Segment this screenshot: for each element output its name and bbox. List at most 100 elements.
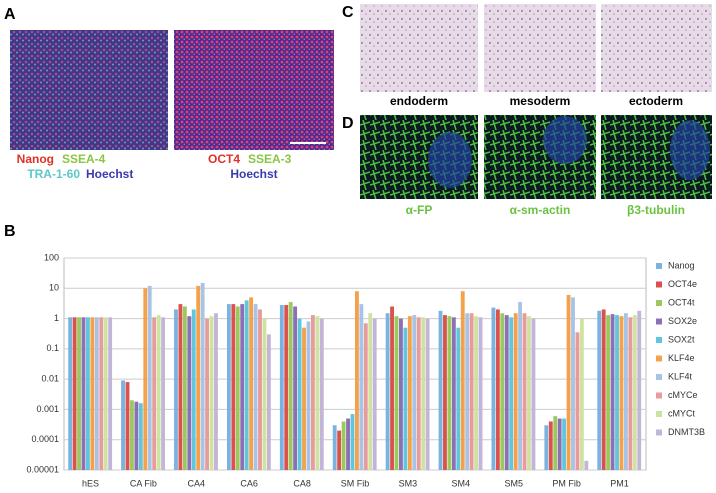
bar bbox=[77, 317, 81, 470]
bar bbox=[99, 317, 104, 470]
bar bbox=[623, 313, 628, 470]
caption: Hoechst bbox=[86, 167, 133, 181]
bar bbox=[575, 332, 580, 470]
bar bbox=[319, 318, 324, 470]
caption: endoderm bbox=[390, 94, 448, 108]
legend-label: SOX2e bbox=[668, 316, 697, 326]
caption: OCT4 bbox=[208, 152, 240, 166]
bar bbox=[372, 318, 377, 470]
legend-label: cMYCt bbox=[668, 408, 695, 418]
caption: SSEA-3 bbox=[248, 152, 292, 166]
legend-swatch bbox=[656, 355, 662, 362]
caption: Nanog bbox=[17, 152, 54, 166]
legend-swatch bbox=[656, 374, 662, 380]
bar bbox=[390, 306, 394, 470]
caption: Hoechst bbox=[230, 167, 277, 181]
bar bbox=[495, 309, 500, 470]
bar bbox=[637, 310, 642, 470]
bar bbox=[182, 306, 187, 470]
image bbox=[10, 30, 168, 150]
bar bbox=[456, 327, 461, 470]
bar bbox=[504, 315, 509, 470]
y-tick-label: 0.1 bbox=[46, 343, 59, 353]
bar bbox=[451, 317, 456, 470]
bar bbox=[297, 318, 302, 470]
x-tick-label: CA8 bbox=[293, 478, 311, 488]
bar bbox=[491, 307, 496, 470]
bar bbox=[355, 291, 359, 470]
image-detail bbox=[670, 120, 710, 180]
bar bbox=[288, 302, 293, 470]
y-tick-label: 0.0001 bbox=[31, 434, 59, 444]
bar bbox=[518, 302, 523, 470]
legend-label: SOX2t bbox=[668, 334, 695, 344]
bar bbox=[610, 314, 615, 470]
bar bbox=[187, 316, 192, 470]
y-tick-label: 0.01 bbox=[41, 374, 59, 384]
bar bbox=[332, 425, 337, 470]
caption: SSEA-4 bbox=[62, 152, 106, 166]
bar bbox=[615, 315, 619, 470]
panel-label: C bbox=[342, 4, 354, 21]
y-tick-label: 0.001 bbox=[36, 404, 59, 414]
bar bbox=[121, 380, 125, 470]
bar bbox=[350, 414, 355, 470]
legend-swatch bbox=[656, 429, 662, 436]
image-detail bbox=[428, 132, 472, 188]
bar bbox=[601, 309, 606, 470]
caption: mesoderm bbox=[510, 94, 571, 108]
legend-label: OCT4t bbox=[668, 297, 695, 307]
legend-swatch bbox=[656, 281, 662, 288]
legend-label: Nanog bbox=[668, 260, 695, 270]
bar bbox=[460, 291, 465, 470]
bar bbox=[606, 315, 611, 470]
bar bbox=[266, 334, 271, 470]
bar bbox=[134, 401, 139, 470]
bar bbox=[548, 421, 553, 470]
bar bbox=[103, 317, 108, 470]
bar bbox=[262, 318, 267, 470]
bar bbox=[474, 316, 478, 470]
x-tick-label: SM3 bbox=[399, 478, 418, 488]
bar bbox=[416, 317, 421, 470]
bar bbox=[147, 285, 152, 470]
bar bbox=[293, 306, 298, 470]
bar bbox=[346, 418, 350, 470]
panel-label: D bbox=[342, 115, 354, 132]
bar bbox=[597, 310, 602, 470]
caption: TRA-1-60 bbox=[27, 167, 80, 181]
bar bbox=[235, 306, 240, 470]
bar bbox=[205, 318, 210, 470]
bar bbox=[125, 382, 130, 470]
bar bbox=[310, 315, 315, 470]
image bbox=[484, 4, 596, 92]
bar bbox=[209, 316, 214, 470]
bar bbox=[513, 313, 518, 470]
bar bbox=[196, 285, 201, 470]
bar bbox=[385, 313, 390, 470]
legend-swatch bbox=[656, 411, 662, 417]
bar bbox=[509, 317, 514, 470]
panel-label: A bbox=[4, 6, 16, 23]
y-tick-label: 100 bbox=[44, 252, 59, 262]
bar bbox=[200, 282, 205, 470]
caption: α-sm-actin bbox=[510, 203, 571, 217]
bar bbox=[161, 317, 165, 470]
bar bbox=[94, 317, 99, 470]
bar bbox=[619, 316, 624, 470]
legend-label: OCT4e bbox=[668, 279, 697, 289]
legend-swatch bbox=[656, 263, 662, 269]
bar bbox=[553, 416, 558, 470]
bar bbox=[566, 295, 571, 470]
legend-swatch bbox=[656, 392, 662, 399]
bar bbox=[522, 313, 527, 470]
bar bbox=[178, 304, 183, 470]
bar bbox=[500, 313, 505, 470]
caption: α-FP bbox=[406, 203, 433, 217]
bar bbox=[469, 313, 474, 470]
bar bbox=[584, 460, 589, 470]
legend-swatch bbox=[656, 300, 662, 306]
panel-label: B bbox=[4, 223, 16, 240]
bar bbox=[368, 313, 373, 470]
bar bbox=[130, 400, 134, 470]
